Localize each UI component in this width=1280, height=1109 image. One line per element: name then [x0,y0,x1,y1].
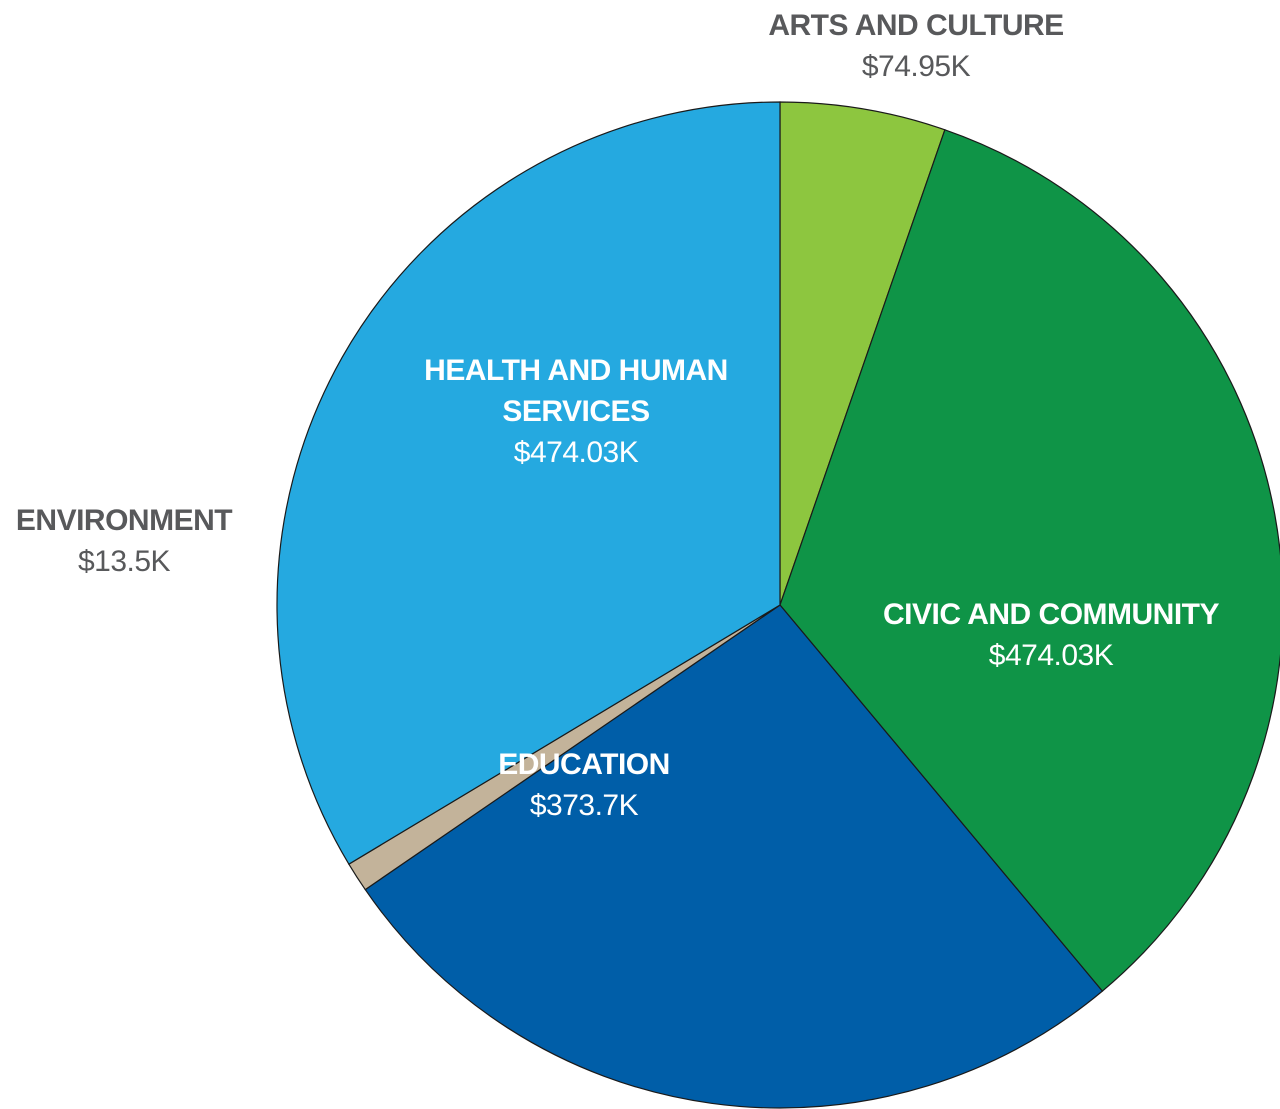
slice-label-environment: ENVIRONMENT [16,504,232,537]
slice-label-health-and-human-services: HEALTH AND HUMAN [424,354,728,387]
slice-value-civic-and-community: $474.03K [989,639,1114,672]
pie-slice-education [364,604,1104,1109]
slice-value-arts-and-culture: $74.95K [862,50,971,83]
pie-slice-civic-and-community [779,129,1280,992]
pie-slice-arts-and-culture [779,101,946,606]
slice-label-education: EDUCATION [498,748,670,781]
slice-value-health-and-human-services: $474.03K [514,436,639,469]
slice-label-health-and-human-services: SERVICES [502,395,649,428]
slice-value-environment: $13.5K [78,545,171,578]
slice-label-civic-and-community: CIVIC AND COMMUNITY [883,598,1220,631]
slice-label-arts-and-culture: ARTS AND CULTURE [768,9,1063,42]
slice-value-education: $373.7K [530,789,639,822]
pie-slice-health-and-human-services [276,101,781,865]
